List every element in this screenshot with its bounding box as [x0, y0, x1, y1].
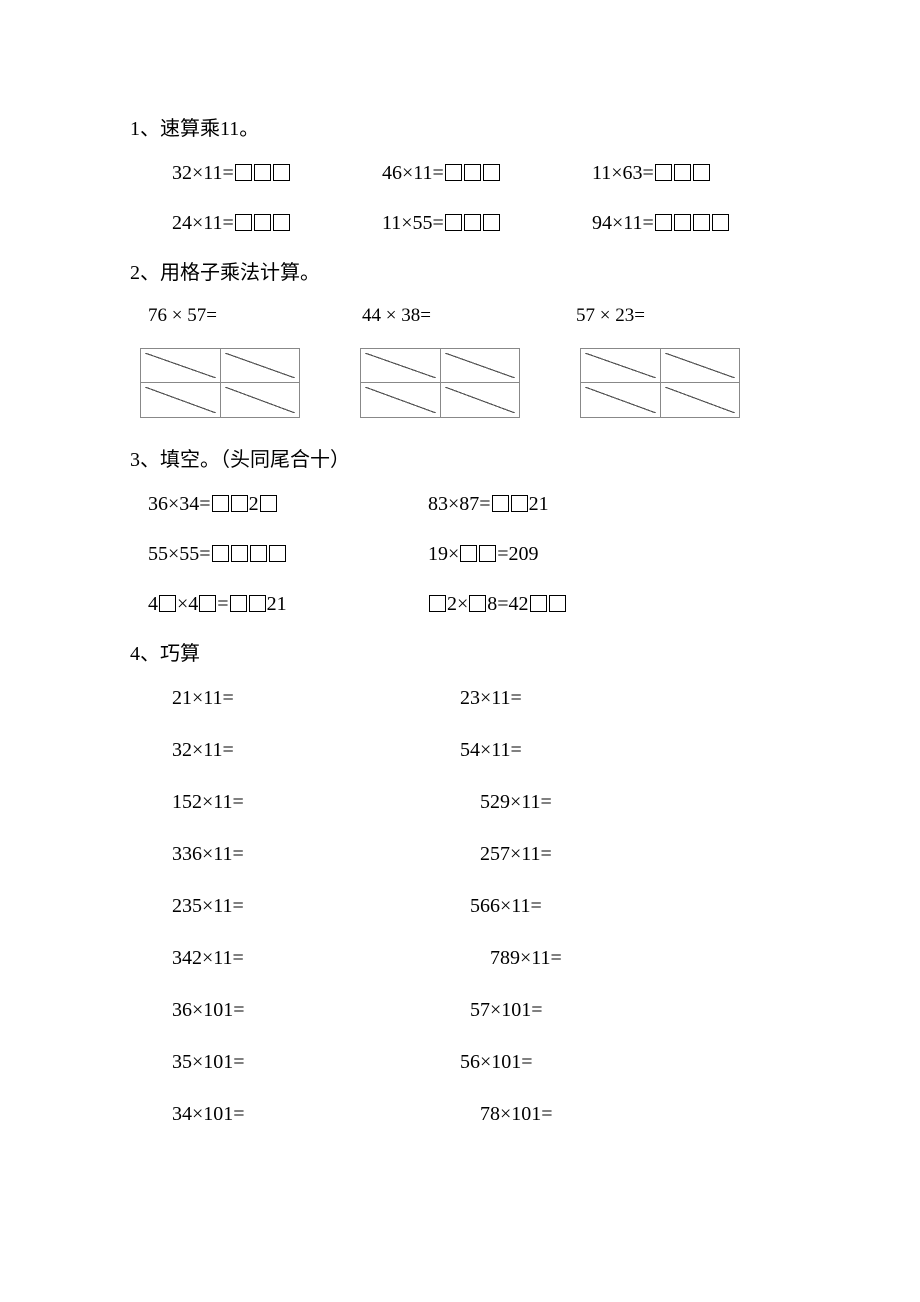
s1-cell: 11×63=	[592, 159, 812, 187]
s4-cell-left: 342×11=	[172, 944, 452, 972]
section-1-title: 1、速算乘11。	[130, 115, 790, 143]
s4-cell-right: 56×101=	[452, 1048, 720, 1076]
section-3-title: 3、填空。（头同尾合十）	[130, 446, 790, 474]
s4-row: 152×11=529×11=	[172, 788, 790, 816]
s1-cell: 32×11=	[172, 159, 382, 187]
s4-row: 35×101=56×101=	[172, 1048, 790, 1076]
s4-row: 336×11=257×11=	[172, 840, 790, 868]
s4-cell-left: 152×11=	[172, 788, 452, 816]
s3-cell-left: 55×55=	[148, 540, 428, 568]
s3-row: 4×4=212×8=42	[148, 590, 790, 618]
s4-cell-right: 257×11=	[452, 840, 740, 868]
s1-cell: 24×11=	[172, 209, 382, 237]
s4-row: 342×11=789×11=	[172, 944, 790, 972]
s4-cell-right: 54×11=	[452, 736, 720, 764]
s3-cell-right: 2×8=42	[428, 590, 567, 618]
s1-cell: 94×11=	[592, 209, 812, 237]
s4-row: 21×11=23×11=	[172, 684, 790, 712]
s3-cell-right: 83×87=21	[428, 490, 549, 518]
section-4-body: 21×11=23×11=32×11=54×11=152×11=529×11=33…	[130, 684, 790, 1128]
s1-cell: 11×55=	[382, 209, 592, 237]
s3-cell-right: 19×=209	[428, 540, 539, 568]
s3-cell-left: 4×4=21	[148, 590, 428, 618]
s1-row: 32×11=46×11=11×63=	[172, 159, 790, 187]
s4-cell-left: 336×11=	[172, 840, 452, 868]
section-2-labels: 76 × 57= 44 × 38= 57 × 23=	[148, 303, 790, 330]
s4-row: 36×101=57×101=	[172, 996, 790, 1024]
s4-cell-right: 529×11=	[452, 788, 740, 816]
s4-cell-left: 36×101=	[172, 996, 452, 1024]
lattice-label-1: 76 × 57=	[148, 303, 362, 330]
section-2-title: 2、用格子乘法计算。	[130, 259, 790, 287]
s1-cell: 46×11=	[382, 159, 592, 187]
s3-cell-left: 36×34=2	[148, 490, 428, 518]
s3-row: 36×34=283×87=21	[148, 490, 790, 518]
s4-cell-right: 566×11=	[452, 892, 730, 920]
section-1-body: 32×11=46×11=11×63= 24×11=11×55=94×11=	[130, 159, 790, 237]
s4-row: 235×11=566×11=	[172, 892, 790, 920]
s4-cell-right: 78×101=	[452, 1100, 740, 1128]
s4-cell-left: 32×11=	[172, 736, 452, 764]
lattice-grid-3	[580, 348, 740, 418]
s4-cell-left: 21×11=	[172, 684, 452, 712]
section-4-title: 4、巧算	[130, 640, 790, 668]
lattice-label-3: 57 × 23=	[576, 303, 790, 330]
worksheet-page: 1、速算乘11。 32×11=46×11=11×63=24×11=11×55=9…	[0, 0, 920, 1128]
s4-cell-right: 789×11=	[452, 944, 750, 972]
section-3-body: 36×34=283×87=2155×55=19×=2094×4=212×8=42	[130, 490, 790, 618]
s4-cell-right: 23×11=	[452, 684, 720, 712]
s4-cell-left: 35×101=	[172, 1048, 452, 1076]
s4-cell-right: 57×101=	[452, 996, 730, 1024]
s1-row: 24×11=11×55=94×11=	[172, 209, 790, 237]
lattice-label-2: 44 × 38=	[362, 303, 576, 330]
lattice-grid-2	[360, 348, 520, 418]
lattice-row	[140, 348, 790, 418]
s4-cell-left: 34×101=	[172, 1100, 452, 1128]
lattice-grid-1	[140, 348, 300, 418]
s4-cell-left: 235×11=	[172, 892, 452, 920]
s4-row: 34×101=78×101=	[172, 1100, 790, 1128]
s3-row: 55×55=19×=209	[148, 540, 790, 568]
s4-row: 32×11=54×11=	[172, 736, 790, 764]
